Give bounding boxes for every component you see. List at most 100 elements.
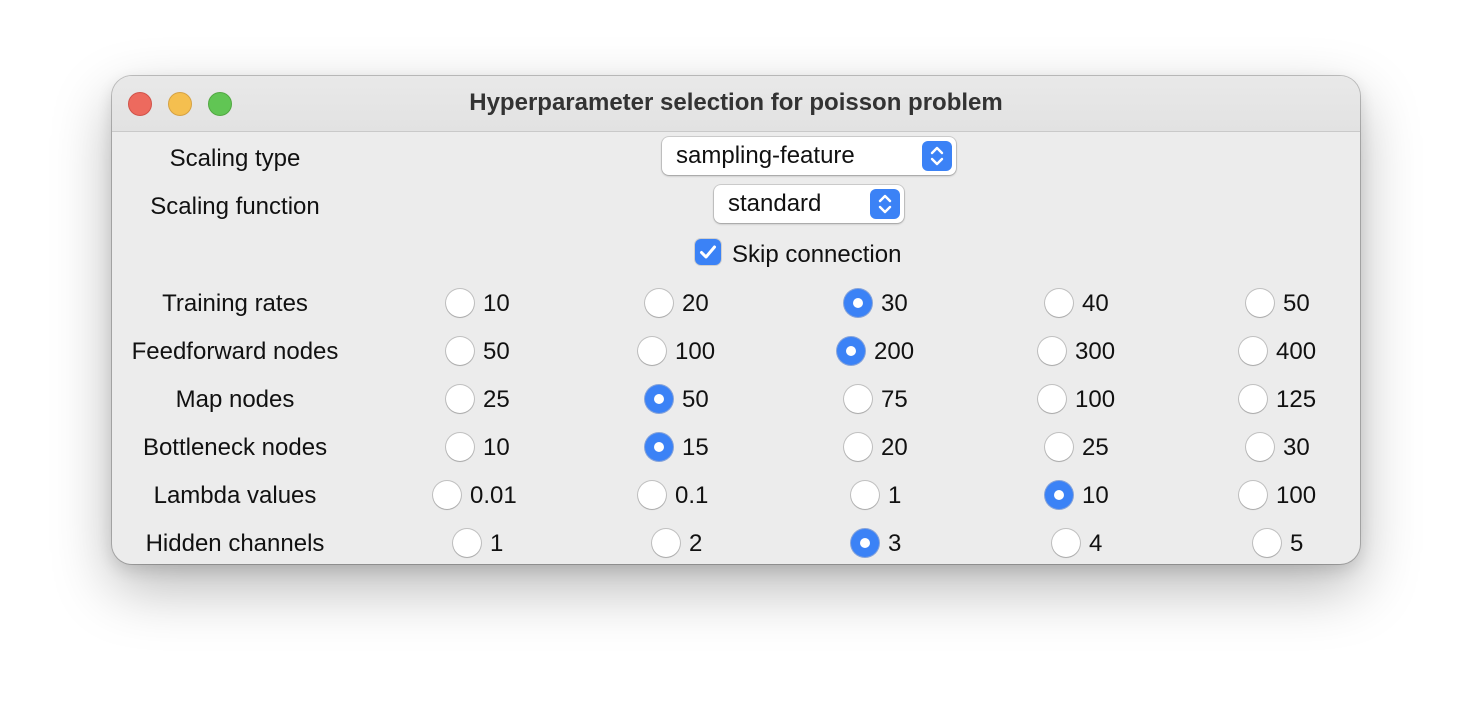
radio-option-label: 30 — [1283, 434, 1310, 461]
radio-button-selected[interactable] — [837, 337, 865, 365]
chevron-up-down-icon — [870, 189, 900, 219]
minimize-button[interactable] — [168, 92, 192, 116]
scaling-type-popup[interactable]: sampling-feature — [662, 137, 956, 175]
radio-button[interactable] — [638, 337, 666, 365]
radio-option[interactable]: 15 — [645, 433, 709, 463]
radio-button[interactable] — [844, 385, 872, 413]
app-window: Hyperparameter selection for poisson pro… — [112, 76, 1360, 564]
radio-button[interactable] — [446, 337, 474, 365]
radio-option-label: 75 — [881, 386, 908, 413]
radio-option[interactable]: 3 — [851, 529, 902, 559]
radio-option[interactable]: 25 — [446, 385, 510, 415]
radio-button[interactable] — [1045, 289, 1073, 317]
radio-button[interactable] — [446, 289, 474, 317]
radio-option[interactable]: 50 — [645, 385, 709, 415]
radio-button[interactable] — [453, 529, 481, 557]
radio-option[interactable]: 100 — [1038, 385, 1116, 415]
group-label: Bottleneck nodes — [142, 434, 328, 461]
checkmark-icon — [700, 245, 716, 259]
radio-button[interactable] — [851, 481, 879, 509]
radio-option[interactable]: 30 — [1246, 433, 1310, 463]
scaling-type-label: Scaling type — [169, 145, 301, 172]
radio-button[interactable] — [1239, 337, 1267, 365]
radio-option[interactable]: 0.01 — [433, 481, 524, 511]
radio-option[interactable]: 300 — [1038, 337, 1116, 367]
radio-option[interactable]: 75 — [844, 385, 908, 415]
radio-button[interactable] — [1253, 529, 1281, 557]
group-label: Feedforward nodes — [131, 338, 339, 365]
radio-option-label: 0.01 — [470, 482, 517, 509]
radio-option[interactable]: 20 — [645, 289, 709, 319]
radio-button[interactable] — [1239, 481, 1267, 509]
radio-button[interactable] — [652, 529, 680, 557]
scaling-function-value: standard — [728, 190, 822, 217]
radio-option[interactable]: 100 — [1239, 481, 1317, 511]
radio-option-label: 50 — [483, 338, 510, 365]
radio-option-label: 25 — [483, 386, 510, 413]
radio-option[interactable]: 5 — [1253, 529, 1304, 559]
radio-option-label: 10 — [483, 290, 510, 317]
scaling-function-label: Scaling function — [150, 193, 320, 220]
radio-option[interactable]: 20 — [844, 433, 908, 463]
radio-option-label: 10 — [1082, 482, 1109, 509]
radio-option[interactable]: 10 — [446, 289, 510, 319]
radio-option[interactable]: 4 — [1052, 529, 1103, 559]
group-label: Training rates — [162, 290, 308, 317]
radio-option[interactable]: 10 — [446, 433, 510, 463]
radio-button-selected[interactable] — [1045, 481, 1073, 509]
radio-button[interactable] — [446, 385, 474, 413]
scaling-type-value: sampling-feature — [676, 142, 855, 169]
radio-option-label: 40 — [1082, 290, 1109, 317]
radio-option[interactable]: 40 — [1045, 289, 1109, 319]
window-title: Hyperparameter selection for poisson pro… — [469, 89, 1003, 116]
radio-option-label: 2 — [689, 530, 703, 557]
radio-option[interactable]: 25 — [1045, 433, 1109, 463]
radio-option[interactable]: 200 — [837, 337, 915, 367]
radio-button[interactable] — [1239, 385, 1267, 413]
radio-option-label: 400 — [1276, 338, 1317, 365]
radio-button-selected[interactable] — [844, 289, 872, 317]
radio-option-label: 1 — [888, 482, 902, 509]
close-button[interactable] — [128, 92, 152, 116]
radio-button[interactable] — [1038, 337, 1066, 365]
radio-button[interactable] — [1246, 433, 1274, 461]
radio-button[interactable] — [433, 481, 461, 509]
group-label: Hidden channels — [145, 530, 325, 557]
scaling-function-popup[interactable]: standard — [714, 185, 904, 223]
radio-button-selected[interactable] — [645, 385, 673, 413]
radio-option[interactable]: 50 — [446, 337, 510, 367]
group-label: Map nodes — [175, 386, 295, 413]
skip-connection-checkbox[interactable] — [695, 239, 721, 265]
radio-button[interactable] — [1045, 433, 1073, 461]
radio-option-label: 25 — [1082, 434, 1109, 461]
radio-button[interactable] — [1038, 385, 1066, 413]
radio-button[interactable] — [1246, 289, 1274, 317]
radio-button[interactable] — [638, 481, 666, 509]
radio-option-label: 125 — [1276, 386, 1317, 413]
radio-option[interactable]: 1 — [851, 481, 902, 511]
radio-button[interactable] — [844, 433, 872, 461]
radio-option[interactable]: 1 — [453, 529, 504, 559]
radio-option[interactable]: 10 — [1045, 481, 1109, 511]
radio-option-label: 30 — [881, 290, 908, 317]
radio-option[interactable]: 30 — [844, 289, 908, 319]
radio-option[interactable]: 0.1 — [638, 481, 716, 511]
radio-option[interactable]: 125 — [1239, 385, 1317, 415]
radio-option[interactable]: 100 — [638, 337, 716, 367]
zoom-button[interactable] — [208, 92, 232, 116]
radio-option-label: 3 — [888, 530, 902, 557]
radio-button-selected[interactable] — [645, 433, 673, 461]
radio-option-label: 50 — [682, 386, 709, 413]
radio-option-label: 100 — [1276, 482, 1317, 509]
radio-button-selected[interactable] — [851, 529, 879, 557]
radio-option[interactable]: 2 — [652, 529, 703, 559]
radio-button[interactable] — [645, 289, 673, 317]
radio-option[interactable]: 400 — [1239, 337, 1317, 367]
window-content: Scaling type sampling-feature Scaling fu… — [112, 132, 1360, 564]
radio-button[interactable] — [446, 433, 474, 461]
radio-option-label: 100 — [1075, 386, 1116, 413]
radio-option[interactable]: 50 — [1246, 289, 1310, 319]
title-bar[interactable]: Hyperparameter selection for poisson pro… — [112, 76, 1360, 132]
chevron-up-down-icon — [922, 141, 952, 171]
radio-button[interactable] — [1052, 529, 1080, 557]
